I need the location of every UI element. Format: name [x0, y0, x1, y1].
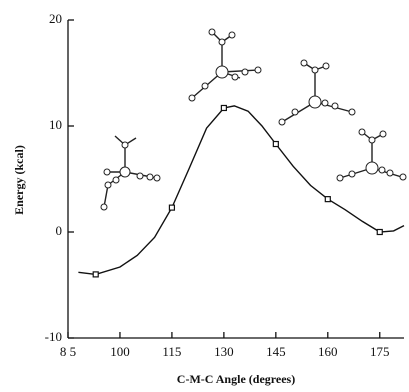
- x-tick-label: 8 5: [60, 344, 76, 359]
- x-tick-label: 115: [162, 344, 181, 359]
- y-tick-label: 10: [49, 117, 62, 132]
- data-point: [169, 205, 174, 210]
- y-tick-label: 20: [49, 11, 62, 26]
- data-point: [221, 105, 226, 110]
- data-point: [377, 230, 382, 235]
- chart: C-M-C Angle (degrees) Energy (kcal) -10 0…: [0, 0, 409, 392]
- molecule-illustration: [337, 129, 406, 181]
- y-axis-label: Energy (kcal): [12, 145, 26, 215]
- data-point: [273, 142, 278, 147]
- x-tick-label: 145: [266, 344, 286, 359]
- energy-curve: [78, 106, 404, 275]
- molecule-illustration: [101, 136, 160, 210]
- data-point: [93, 272, 98, 277]
- x-tick-label: 160: [318, 344, 338, 359]
- data-point: [325, 197, 330, 202]
- y-tick-label: 0: [56, 223, 63, 238]
- molecule-illustration: [279, 60, 355, 125]
- molecule-illustration: [189, 29, 261, 101]
- y-tick-label: -10: [45, 329, 62, 344]
- x-axis-label: C-M-C Angle (degrees): [177, 372, 295, 386]
- x-tick-label: 175: [370, 344, 390, 359]
- x-tick-label: 100: [110, 344, 130, 359]
- x-tick-label: 130: [214, 344, 234, 359]
